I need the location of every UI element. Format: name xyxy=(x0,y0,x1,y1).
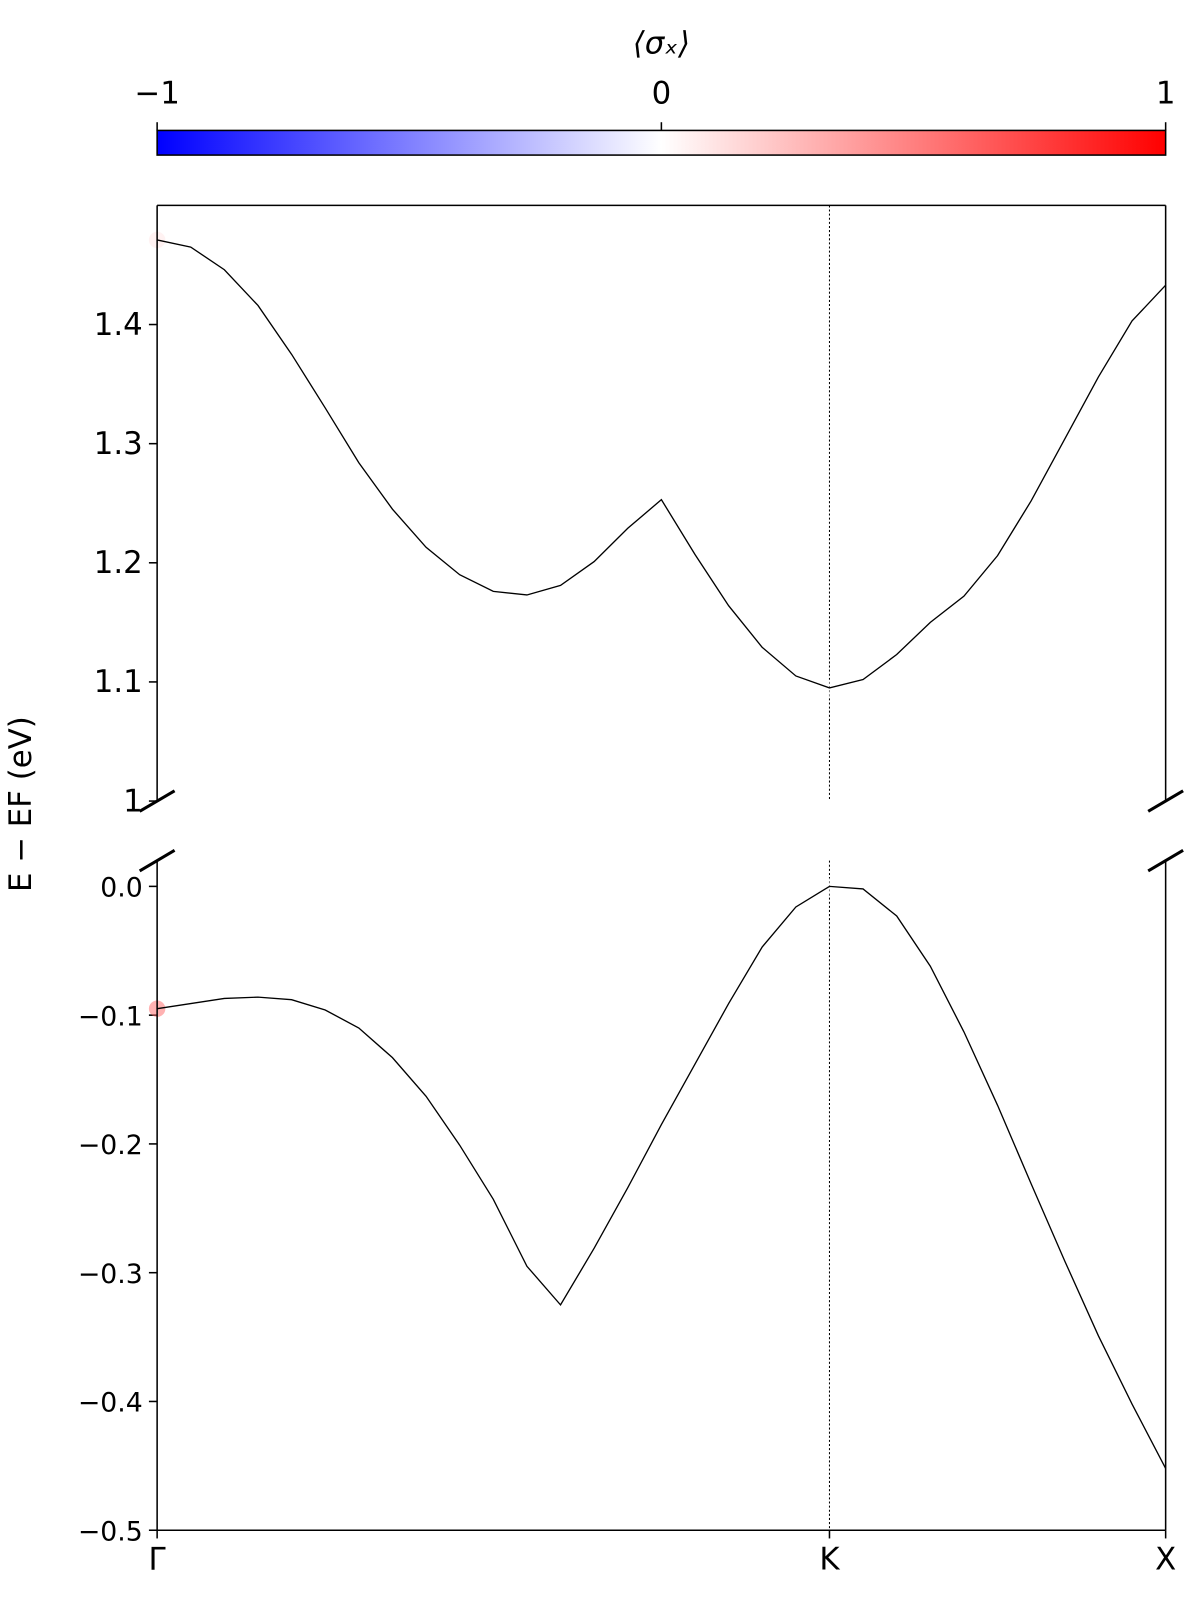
colorbar-tick-label: 1 xyxy=(1156,76,1176,112)
colorbar-tick-label: 0 xyxy=(652,76,672,112)
colorbar-tick-label: −1 xyxy=(134,76,179,112)
y-tick-label: −0.5 xyxy=(78,1516,143,1547)
y-tick-label: −0.2 xyxy=(78,1130,143,1161)
y-tick-label: 1 xyxy=(123,783,143,819)
band-line xyxy=(156,239,1167,689)
y-tick-label: −0.4 xyxy=(78,1388,143,1419)
plot-area: E − EF (eV) ⟨σₓ⟩ −1 0 1 1 1.1 1.2 1.3 1.4 −0.5 −0… xyxy=(3,25,1184,1577)
x-tick-label: X xyxy=(1155,1541,1176,1577)
y-tick-label: 1.4 xyxy=(94,307,143,343)
x-tick-label: Γ xyxy=(149,1541,166,1577)
y-tick-label: 1.2 xyxy=(94,545,143,581)
axis-break xyxy=(138,849,176,873)
y-tick-label: 1.3 xyxy=(94,426,143,462)
y-tick-label: −0.3 xyxy=(78,1259,143,1290)
y-tick-label: −0.1 xyxy=(78,1001,143,1032)
band-line xyxy=(157,885,1167,1469)
colorbar-label: ⟨σₓ⟩ xyxy=(633,25,690,61)
y-tick-label: 0.0 xyxy=(100,873,142,904)
axis-break xyxy=(138,789,176,813)
axis-break xyxy=(1147,849,1184,873)
axis-break xyxy=(1147,789,1184,813)
y-axis-label: E − EF (eV) xyxy=(3,716,39,892)
colorbar xyxy=(156,129,1167,156)
x-tick-label: K xyxy=(819,1541,840,1577)
y-tick-label: 1.1 xyxy=(94,664,143,700)
